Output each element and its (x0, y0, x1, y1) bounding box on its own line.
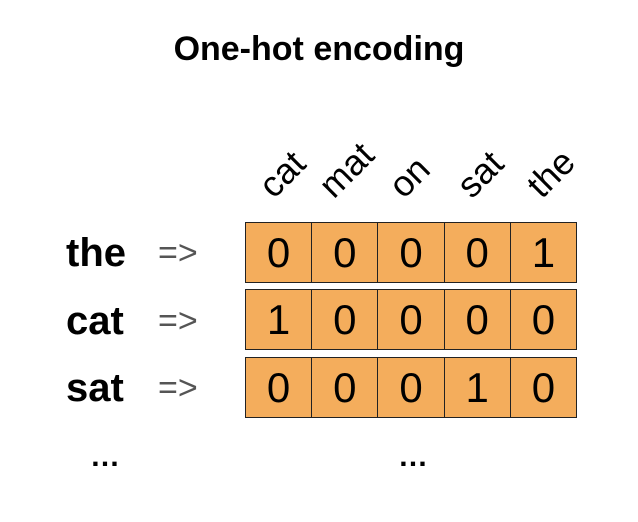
vector-cell: 0 (510, 358, 577, 417)
row-word: the (66, 231, 126, 275)
diagram-title: One-hot encoding (173, 30, 465, 68)
word-ellipsis: … (90, 440, 120, 473)
column-header-the: the (518, 141, 583, 206)
vector-cell: 0 (444, 290, 511, 349)
row-word: sat (66, 366, 124, 410)
vector-cell: 0 (510, 290, 577, 349)
vector-cell: 1 (510, 223, 577, 282)
vector-row: 0 0 0 1 0 (245, 357, 577, 418)
vector-cell: 0 (378, 358, 445, 417)
vector-cell: 0 (246, 358, 313, 417)
vector-cell: 0 (378, 223, 445, 282)
vector-cell: 0 (312, 290, 379, 349)
column-header-sat: sat (448, 142, 512, 206)
vector-cell: 0 (312, 223, 379, 282)
column-header-cat: cat (250, 142, 314, 206)
vector-cell: 0 (312, 358, 379, 417)
vector-cell: 0 (444, 223, 511, 282)
column-header-mat: mat (310, 133, 382, 206)
vector-cell: 0 (378, 290, 445, 349)
arrow: => (158, 234, 198, 272)
arrow: => (158, 369, 198, 407)
vector-cell: 1 (444, 358, 511, 417)
vector-row: 0 0 0 0 1 (245, 222, 577, 283)
vector-row: 1 0 0 0 0 (245, 289, 577, 350)
vector-cell: 1 (246, 290, 313, 349)
column-header-on: on (380, 148, 438, 206)
arrow: => (158, 302, 198, 340)
vector-cell: 0 (246, 223, 313, 282)
vector-ellipsis: … (398, 440, 428, 473)
row-word: cat (66, 299, 124, 343)
